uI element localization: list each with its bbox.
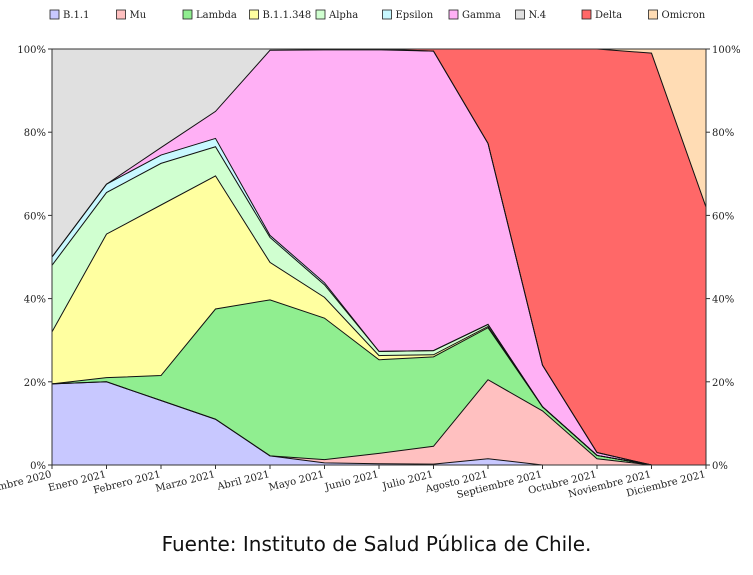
- legend-item-b-1-1: B.1.1: [49, 9, 89, 21]
- legend-swatch: [116, 9, 126, 20]
- stacked-area-chart: B.1.1 Mu Lambda B.1.1.348 Alpha Epsilon Gamma N…: [0, 9, 741, 501]
- legend-label: Lambda: [196, 10, 237, 21]
- area-n-4: [52, 49, 706, 465]
- ytick-label-left: 60%: [24, 211, 46, 222]
- ytick-label-left: 0%: [30, 461, 46, 472]
- legend-item-gamma: Gamma: [448, 9, 501, 21]
- ytick-label-right: 80%: [712, 128, 734, 139]
- area-b-1-1-348: [52, 175, 706, 465]
- ytick-label-right: 40%: [712, 295, 734, 306]
- ytick-label-left: 20%: [24, 378, 46, 389]
- legend-item-b-1-1-348: B.1.1.348: [249, 9, 312, 21]
- legend-label: Alpha: [328, 10, 358, 21]
- xtick-label: Junio 2021: [323, 469, 380, 493]
- ytick-label-right: 0%: [712, 461, 728, 472]
- legend-item-delta: Delta: [581, 9, 622, 21]
- legend-swatch: [448, 9, 459, 20]
- legend-label: Delta: [595, 10, 622, 21]
- legend-swatch: [648, 9, 658, 20]
- xtick-label: Mayo 2021: [268, 469, 325, 493]
- legend-label: Gamma: [462, 10, 501, 21]
- ytick-label-left: 40%: [24, 295, 46, 306]
- legend-swatch: [249, 9, 259, 20]
- legend-label: N.4: [529, 10, 547, 21]
- xtick-label: Marzo 2021: [154, 469, 216, 494]
- boundary-mu: [51, 379, 706, 466]
- boundary-epsilon: [51, 137, 706, 466]
- legend-swatch: [382, 9, 392, 20]
- area-lambda: [52, 299, 706, 465]
- legend-item-n-4: N.4: [515, 9, 547, 21]
- legend-label: B.1.1: [63, 10, 89, 21]
- xtick-label: Diciembre 2020: [0, 469, 53, 499]
- area-layers: [51, 48, 707, 466]
- legend-swatch: [315, 9, 326, 20]
- legend: B.1.1 Mu Lambda B.1.1.348 Alpha Epsilon Gamma N…: [49, 9, 706, 21]
- legend-label: Epsilon: [396, 10, 434, 21]
- legend-item-omicron: Omicron: [648, 9, 706, 21]
- ytick-label-left: 80%: [24, 128, 46, 139]
- area-b-1-1: [52, 381, 706, 465]
- legend-item-mu: Mu: [116, 9, 147, 21]
- legend-swatch: [182, 9, 193, 20]
- legend-swatch: [49, 9, 60, 20]
- xtick-label: Abril 2021: [215, 469, 270, 493]
- legend-item-alpha: Alpha: [315, 9, 358, 21]
- legend-label: B.1.1.348: [263, 10, 312, 21]
- ytick-label-left: 100%: [17, 45, 46, 56]
- area-mu: [52, 379, 706, 465]
- legend-label: Omicron: [662, 10, 706, 21]
- ytick-label-right: 60%: [712, 211, 734, 222]
- legend-item-epsilon: Epsilon: [382, 9, 434, 21]
- legend-swatch: [515, 9, 525, 20]
- source-caption: Fuente: Instituto de Salud Pública de Ch…: [161, 532, 592, 556]
- legend-item-lambda: Lambda: [182, 9, 237, 21]
- ytick-label-right: 100%: [712, 45, 741, 56]
- ytick-label-right: 20%: [712, 378, 734, 389]
- area-gamma: [52, 49, 706, 465]
- area-delta: [52, 49, 706, 465]
- legend-swatch: [581, 9, 592, 20]
- legend-label: Mu: [130, 10, 147, 21]
